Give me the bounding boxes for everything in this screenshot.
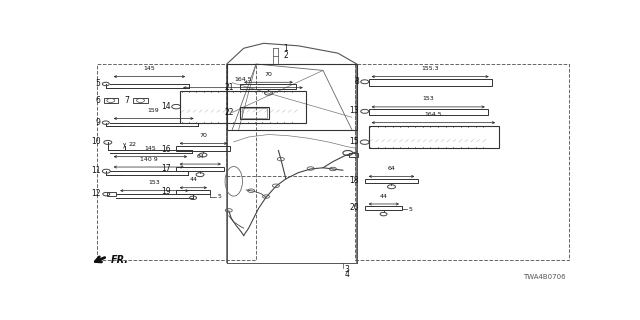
Bar (180, 92, 306, 124)
Bar (242, 108, 267, 118)
Text: 12: 12 (91, 189, 100, 198)
Bar (355, 64, 568, 260)
Text: 145: 145 (143, 66, 156, 71)
Bar (365, 179, 418, 183)
Text: 7: 7 (125, 96, 129, 105)
Bar (227, 64, 355, 176)
Text: 64: 64 (196, 154, 204, 159)
Text: 16: 16 (161, 145, 171, 154)
Text: 1: 1 (284, 44, 288, 53)
Bar (97, 64, 256, 260)
Text: 153: 153 (422, 96, 434, 101)
Text: 11: 11 (91, 166, 100, 175)
Text: 9: 9 (95, 118, 100, 127)
Text: 64: 64 (388, 166, 396, 171)
Text: 15: 15 (349, 137, 359, 146)
Text: 3: 3 (344, 265, 349, 274)
Bar (365, 206, 403, 210)
Text: 22: 22 (129, 142, 136, 147)
Text: 8: 8 (354, 76, 359, 85)
Text: 19: 19 (161, 187, 171, 196)
Text: 5: 5 (95, 79, 100, 88)
Text: 140 9: 140 9 (140, 156, 157, 162)
Text: 4: 4 (344, 270, 349, 279)
Text: FR.: FR. (111, 255, 129, 265)
Text: 10: 10 (91, 137, 100, 146)
Bar (133, 98, 148, 103)
Text: 22: 22 (224, 108, 234, 117)
Text: 17: 17 (161, 164, 171, 173)
Text: 2: 2 (284, 51, 288, 60)
Bar (240, 107, 269, 119)
Text: TWA4B0706: TWA4B0706 (524, 274, 566, 280)
Bar (240, 84, 296, 89)
Text: 44: 44 (380, 194, 388, 198)
Bar (176, 146, 230, 151)
Text: 159: 159 (148, 108, 159, 113)
Bar (176, 166, 225, 171)
Bar (104, 98, 118, 103)
Bar (176, 190, 211, 194)
Text: 70: 70 (200, 133, 207, 138)
Bar (369, 79, 492, 86)
Text: 21: 21 (224, 83, 234, 92)
Text: 164.5: 164.5 (234, 77, 252, 82)
Text: 145: 145 (145, 146, 156, 151)
Text: 5: 5 (218, 194, 221, 199)
Text: 6: 6 (95, 96, 100, 105)
Text: 70: 70 (264, 72, 273, 77)
Text: 20: 20 (349, 204, 359, 212)
Text: 5: 5 (408, 207, 412, 212)
Bar (227, 64, 356, 130)
Text: 18: 18 (349, 176, 359, 185)
Text: 155.3: 155.3 (421, 66, 439, 71)
Bar (369, 126, 499, 148)
Text: 14: 14 (161, 102, 171, 111)
Text: 44: 44 (189, 177, 197, 182)
Bar (349, 153, 358, 157)
Text: 153: 153 (148, 180, 160, 185)
Text: 164.5: 164.5 (424, 112, 442, 117)
Bar (369, 109, 488, 115)
Bar (108, 192, 116, 196)
Text: 13: 13 (349, 106, 359, 115)
